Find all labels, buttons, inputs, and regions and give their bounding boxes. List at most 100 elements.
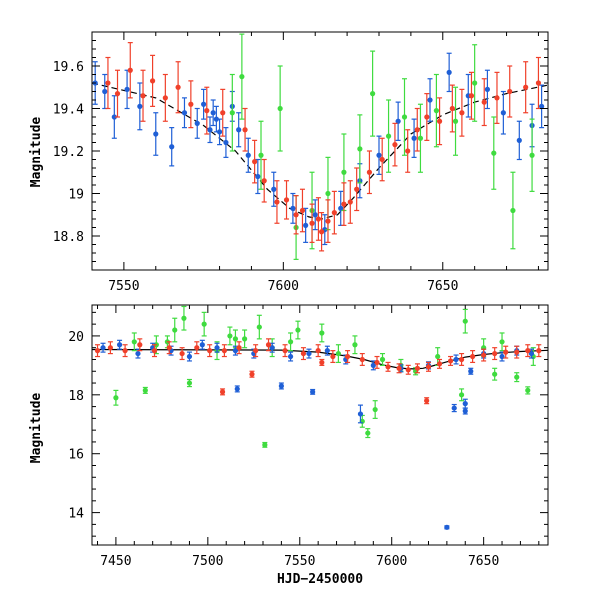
data-point: [295, 327, 301, 333]
data-point: [528, 350, 535, 357]
data-point: [318, 229, 325, 235]
x-tick-label: 7550: [108, 279, 139, 294]
data-point: [214, 345, 220, 351]
data-point: [221, 348, 227, 354]
data-point: [234, 386, 240, 392]
data-point: [255, 173, 261, 180]
x-tick-label: 7600: [268, 279, 299, 294]
data-point: [396, 365, 402, 371]
data-point: [525, 348, 531, 354]
data-point: [514, 374, 520, 380]
data-point: [370, 362, 376, 368]
data-point: [331, 210, 337, 216]
data-point: [162, 95, 168, 101]
data-point: [468, 368, 474, 374]
data-point: [149, 78, 156, 84]
data-point: [352, 342, 358, 348]
data-point: [405, 367, 411, 373]
data-point: [424, 398, 430, 404]
data-point: [204, 108, 210, 114]
data-point: [385, 133, 392, 139]
data-point: [510, 207, 516, 214]
top-model-curve: [92, 82, 548, 220]
data-point: [252, 159, 258, 165]
data-point: [258, 152, 264, 158]
data-point: [153, 131, 159, 137]
x-tick-label: 7600: [376, 554, 407, 569]
data-point: [262, 442, 268, 448]
data-point: [325, 218, 331, 224]
data-point: [303, 222, 309, 228]
data-point: [201, 321, 207, 327]
data-point: [347, 199, 353, 205]
data-point: [315, 348, 321, 354]
data-point: [232, 336, 239, 342]
data-point: [172, 327, 178, 333]
data-point: [166, 345, 172, 351]
y-tick-label: 19.6: [53, 60, 84, 75]
bottom-axes-frame: [91, 304, 549, 546]
data-point: [433, 108, 439, 114]
data-point: [282, 348, 288, 354]
data-point: [484, 86, 491, 92]
data-point: [491, 150, 497, 156]
x-tick-label: 7650: [427, 279, 458, 294]
data-point: [405, 148, 411, 154]
data-point: [395, 118, 401, 124]
data-point: [523, 84, 529, 90]
data-point: [481, 99, 487, 105]
data-point: [300, 350, 307, 357]
data-point: [256, 324, 262, 330]
data-point: [242, 336, 248, 342]
data-point: [127, 67, 133, 73]
data-point: [516, 137, 522, 143]
data-point: [227, 333, 233, 339]
data-point: [287, 339, 294, 345]
data-point: [525, 387, 531, 393]
data-point: [293, 212, 299, 218]
data-point: [186, 353, 193, 360]
data-point: [365, 430, 371, 436]
data-point: [370, 91, 376, 97]
top-axes-frame: [91, 31, 549, 271]
data-point: [452, 118, 459, 124]
data-point: [424, 114, 430, 120]
bottom-panel-xlabel: HJD−2450000: [277, 572, 363, 587]
data-point: [140, 93, 146, 99]
data-point: [278, 383, 284, 389]
data-point: [142, 387, 148, 393]
data-point: [536, 348, 542, 354]
y-tick-label: 19: [68, 188, 84, 203]
data-point: [319, 359, 325, 366]
data-point: [175, 84, 181, 90]
data-point: [169, 144, 175, 150]
data-point: [116, 342, 123, 348]
data-point: [492, 350, 498, 357]
data-point: [500, 110, 506, 116]
data-point: [449, 105, 455, 112]
data-point: [137, 103, 143, 109]
data-point: [379, 156, 385, 163]
x-tick-label: 7550: [284, 554, 315, 569]
data-point: [472, 80, 478, 86]
y-tick-label: 14: [68, 507, 84, 522]
data-point: [216, 129, 223, 135]
data-point: [309, 220, 315, 226]
data-point: [194, 345, 200, 351]
data-point: [207, 127, 213, 133]
data-point: [341, 169, 347, 175]
data-point: [114, 91, 121, 97]
data-point: [462, 408, 468, 414]
data-point: [245, 152, 251, 158]
data-point: [105, 80, 111, 86]
data-point: [242, 127, 248, 133]
data-point: [100, 345, 106, 351]
data-point: [446, 69, 452, 75]
data-point: [310, 389, 316, 395]
data-point: [188, 101, 194, 107]
data-point: [458, 392, 465, 398]
data-point: [344, 353, 351, 360]
data-point: [181, 110, 188, 116]
bottom-panel-ylabel: Magnitude: [29, 393, 44, 464]
data-point: [514, 349, 520, 355]
